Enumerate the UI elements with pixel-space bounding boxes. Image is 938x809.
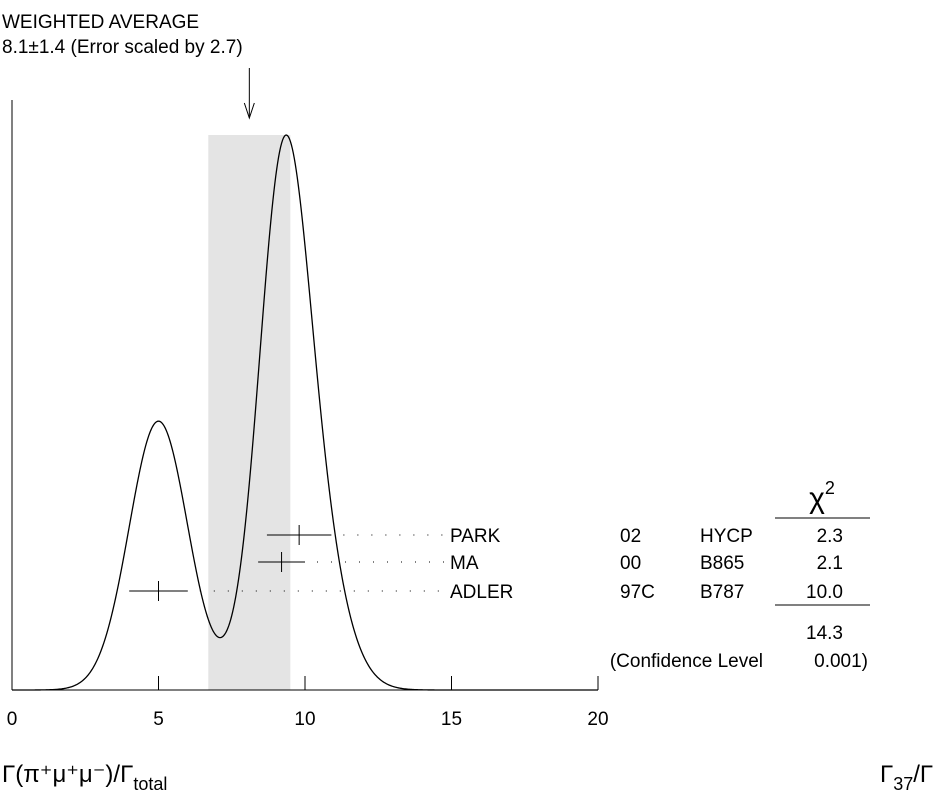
x-tick-label: 5 (153, 709, 164, 730)
chi2-value: 2.1 (817, 553, 843, 574)
confidence-level: 0.001) (814, 651, 868, 672)
experiment: B865 (700, 553, 744, 574)
x-axis-label: Γ(π⁺μ⁺μ⁻)/Γtotal (2, 761, 167, 794)
chi2-total: 14.3 (806, 623, 843, 644)
average-band (208, 135, 291, 690)
chi2-value: 2.3 (817, 526, 843, 547)
year: 97C (620, 582, 655, 603)
author: PARK (450, 526, 501, 547)
chi2-power: 2 (825, 478, 835, 498)
chi2-header: χ2 (809, 478, 835, 515)
experiment: HYCP (700, 526, 753, 547)
chi2-value: 10.0 (806, 582, 843, 603)
year: 02 (620, 526, 641, 547)
confidence-text: (Confidence Level (610, 651, 763, 672)
chi2-symbol: χ (809, 482, 825, 515)
x-tick-label: 10 (294, 709, 315, 730)
x-label-sub: total (133, 774, 167, 794)
experiment: B787 (700, 582, 744, 603)
author: ADLER (450, 582, 513, 603)
ratio-tail: /Γ (913, 761, 933, 788)
ideogram-curve (12, 134, 598, 691)
x-tick-label: 0 (7, 709, 18, 730)
ratio-main: Γ (880, 761, 893, 788)
author: MA (450, 553, 479, 574)
year: 00 (620, 553, 641, 574)
average-arrow-head (243, 102, 255, 120)
x-label-main: Γ(π⁺μ⁺μ⁻)/Γ (2, 761, 133, 788)
x-tick-label: 20 (587, 709, 608, 730)
ratio-sub: 37 (893, 774, 913, 794)
chart-subtitle: 8.1±1.4 (Error scaled by 2.7) (2, 37, 243, 58)
chart-title: WEIGHTED AVERAGE (2, 12, 199, 33)
x-tick-label: 15 (441, 709, 462, 730)
ratio-label: Γ37/Γ (880, 761, 933, 794)
